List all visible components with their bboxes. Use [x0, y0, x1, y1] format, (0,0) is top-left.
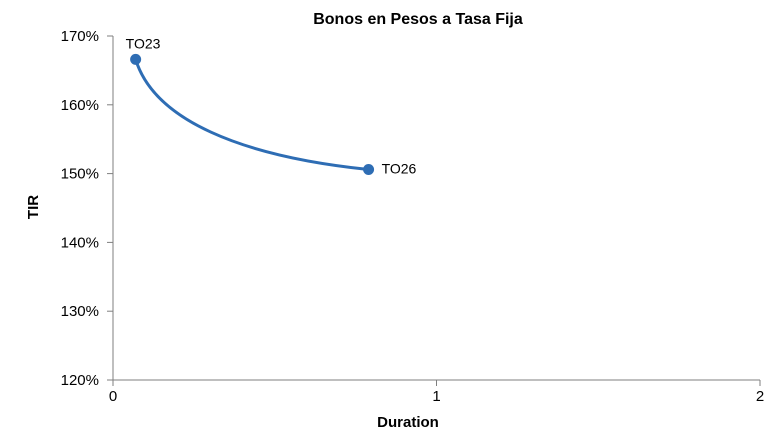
- data-label-to26: TO26: [382, 160, 417, 176]
- y-tick-label: 160%: [61, 97, 99, 114]
- y-tick-label: 140%: [61, 234, 99, 251]
- y-axis-title: TIR: [25, 195, 42, 219]
- x-axis-title: Duration: [377, 414, 439, 431]
- x-tick-label: 0: [109, 388, 117, 405]
- y-tick-label: 120%: [61, 372, 99, 389]
- data-label-to23: TO23: [126, 35, 161, 51]
- x-tick-label: 2: [756, 388, 764, 405]
- y-tick-label: 170%: [61, 28, 99, 45]
- chart-title: Bonos en Pesos a Tasa Fija: [313, 11, 523, 28]
- data-point-to23: [130, 53, 142, 65]
- y-tick-label: 130%: [61, 303, 99, 320]
- x-axis: 0 1 2: [109, 379, 764, 405]
- y-tick-label: 150%: [61, 166, 99, 183]
- data-point-to26: [363, 163, 375, 175]
- series-layer: TO23 TO26: [126, 35, 417, 176]
- series-line: [134, 58, 369, 171]
- y-axis: 120% 130% 140% 150% 160% 170%: [61, 28, 114, 389]
- x-tick-label: 1: [432, 388, 440, 405]
